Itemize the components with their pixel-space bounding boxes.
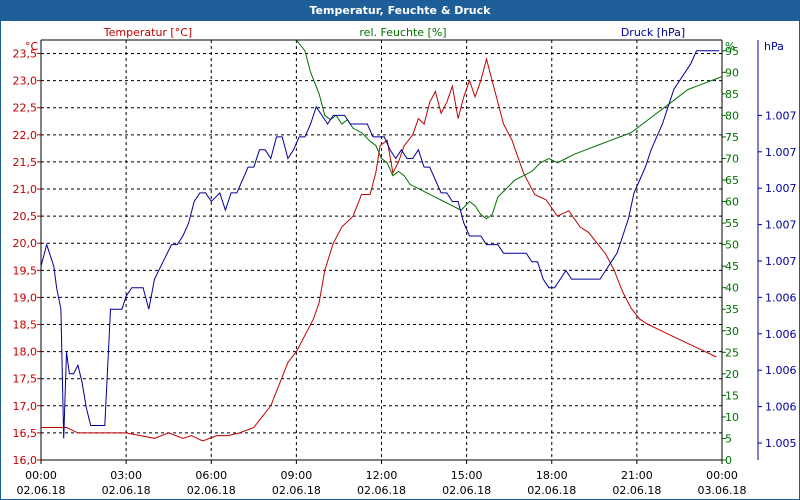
x-tick-time-label: 09:00	[281, 469, 313, 482]
x-tick-date-label: 02.06.18	[187, 484, 236, 497]
series-line-temperature	[41, 57, 717, 442]
pressure-axis-title: Druck [hPa]	[621, 26, 685, 39]
temp-tick-label: 21,0	[13, 183, 38, 196]
temp-unit-label: °C	[25, 40, 39, 53]
temp-tick-label: 18,5	[13, 319, 38, 332]
hum-tick-label: 25	[725, 346, 739, 359]
temp-tick-label: 20,0	[13, 237, 38, 250]
hum-tick-label: 80	[725, 109, 739, 122]
hum-tick-label: 30	[725, 325, 739, 338]
temp-tick-label: 23,5	[13, 48, 38, 61]
x-tick-time-label: 00:00	[706, 469, 738, 482]
x-tick-date-label: 02.06.18	[527, 484, 576, 497]
press-unit-label: hPa	[764, 40, 784, 53]
series-line-pressure	[40, 50, 720, 439]
press-tick-label: 1.007	[765, 255, 797, 268]
press-tick-label: 1.007	[765, 146, 797, 159]
temp-tick-label: 19,5	[13, 264, 38, 277]
hum-tick-label: 65	[725, 174, 739, 187]
hum-tick-label: 40	[725, 282, 739, 295]
humidity-axis-title: rel. Feuchte [%]	[359, 26, 446, 39]
temp-tick-label: 22,0	[13, 129, 38, 142]
hum-tick-label: 5	[725, 432, 732, 445]
hum-tick-label: 60	[725, 196, 739, 209]
temp-tick-label: 17,0	[13, 400, 38, 413]
temp-tick-label: 17,5	[13, 373, 38, 386]
hum-unit-label: %	[725, 40, 735, 53]
temp-tick-label: 20,5	[13, 210, 38, 223]
hum-tick-label: 15	[725, 389, 739, 402]
x-tick-time-label: 21:00	[621, 469, 653, 482]
hum-tick-label: 45	[725, 260, 739, 273]
hum-tick-label: 70	[725, 152, 739, 165]
window-title: Temperatur, Feuchte & Druck	[1, 1, 799, 21]
x-tick-time-label: 03:00	[110, 469, 142, 482]
temp-tick-label: 18,0	[13, 346, 38, 359]
hum-tick-label: 35	[725, 303, 739, 316]
press-tick-label: 1.006	[765, 401, 797, 414]
series-line-humidity	[296, 39, 723, 220]
x-tick-time-label: 00:00	[25, 469, 57, 482]
hum-tick-label: 90	[725, 66, 739, 79]
series-group	[40, 39, 723, 442]
press-tick-label: 1.006	[765, 328, 797, 341]
x-tick-date-label: 02.06.18	[272, 484, 321, 497]
press-tick-label: 1.007	[765, 219, 797, 232]
x-tick-time-label: 15:00	[451, 469, 483, 482]
x-tick-date-label: 02.06.18	[357, 484, 406, 497]
press-tick-label: 1.007	[765, 182, 797, 195]
x-tick-date-label: 02.06.18	[612, 484, 661, 497]
hum-tick-label: 50	[725, 239, 739, 252]
temp-tick-label: 21,5	[13, 156, 38, 169]
x-tick-date-label: 02.06.18	[442, 484, 491, 497]
hum-tick-label: 85	[725, 88, 739, 101]
press-tick-label: 1.006	[765, 291, 797, 304]
labels: 00:00 02.06.18 03:00 02.06.18 06:00 02.06.18 0…	[13, 26, 797, 497]
x-tick-time-label: 12:00	[366, 469, 398, 482]
x-tick-time-label: 06:00	[195, 469, 227, 482]
x-tick-date-label: 02.06.18	[102, 484, 151, 497]
hum-tick-label: 0	[725, 454, 732, 467]
temperature-axis-title: Temperatur [°C]	[103, 26, 192, 39]
temp-tick-label: 19,0	[13, 291, 38, 304]
hum-tick-label: 10	[725, 411, 739, 424]
x-tick-date-label: 03.06.18	[698, 484, 747, 497]
temp-tick-label: 23,0	[13, 75, 38, 88]
hum-tick-label: 55	[725, 217, 739, 230]
press-tick-label: 1.007	[765, 109, 797, 122]
grid	[41, 40, 722, 460]
temp-tick-label: 16,0	[13, 454, 38, 467]
temp-tick-label: 16,5	[13, 427, 38, 440]
hum-tick-label: 20	[725, 368, 739, 381]
x-tick-time-label: 18:00	[536, 469, 568, 482]
axes	[37, 39, 762, 464]
press-tick-label: 1.005	[765, 437, 797, 450]
hum-tick-label: 75	[725, 131, 739, 144]
press-tick-label: 1.006	[765, 364, 797, 377]
x-tick-date-label: 02.06.18	[17, 484, 66, 497]
hum-tick-label: 95	[725, 45, 739, 58]
temp-tick-label: 22,5	[13, 102, 38, 115]
